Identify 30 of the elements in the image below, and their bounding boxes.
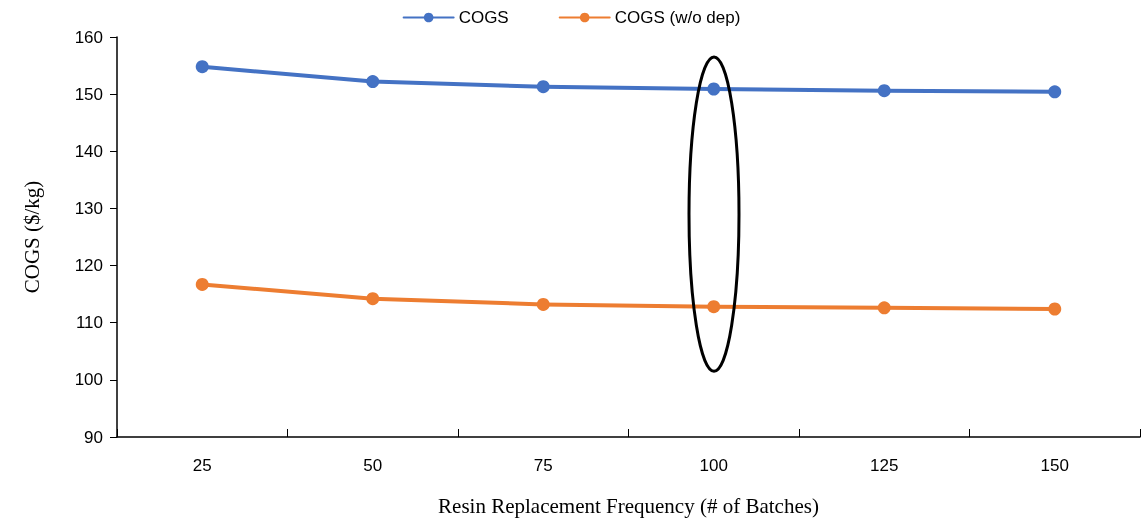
legend-label: COGS <box>458 8 509 27</box>
y-tick-label: 140 <box>74 141 103 161</box>
point <box>1048 85 1062 99</box>
point <box>707 300 721 314</box>
point <box>366 75 380 89</box>
y-axis-title: COGS ($/kg) <box>19 180 44 294</box>
legend-label: COGS (w/o dep) <box>614 8 741 27</box>
point <box>195 60 209 74</box>
point <box>707 82 721 96</box>
y-tick-label: 130 <box>74 198 103 218</box>
y-tick-label: 110 <box>75 313 103 333</box>
x-tick-label: 100 <box>699 456 728 475</box>
x-tick-label: 125 <box>870 456 899 475</box>
point <box>1048 302 1062 316</box>
point <box>366 292 380 306</box>
x-tick-label: 75 <box>533 456 553 475</box>
x-axis-title: Resin Replacement Frequency (# of Batches) <box>438 493 819 518</box>
y-tick-label: 150 <box>74 84 103 104</box>
point <box>195 277 209 291</box>
point <box>536 80 550 94</box>
point <box>877 84 891 98</box>
x-tick-label: 150 <box>1040 456 1069 475</box>
y-tick-label: 100 <box>74 370 103 390</box>
x-tick-label: 25 <box>192 456 212 475</box>
x-tick-label: 50 <box>363 456 383 475</box>
y-tick-label: 120 <box>74 256 103 276</box>
point <box>877 301 891 315</box>
point <box>536 297 550 311</box>
y-tick-label: 90 <box>84 427 103 447</box>
y-tick-label: 160 <box>74 27 103 47</box>
